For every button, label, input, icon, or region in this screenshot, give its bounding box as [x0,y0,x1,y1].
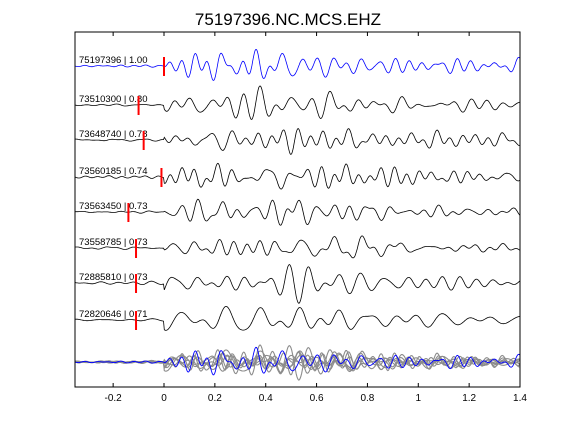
x-tick-label: 0.8 [360,393,374,404]
trace-label-73510300: 73510300 | 0.80 [79,94,148,105]
trace-line-72885810 [74,263,520,304]
trace-label-72885810: 72885810 | 0.73 [79,272,148,283]
trace-label-73560185: 73560185 | 0.74 [79,166,148,177]
trace-label-73558785: 73558785 | 0.73 [79,237,148,248]
x-tick-label: 1.2 [462,393,476,404]
x-axis: -0.2 0 0.2 0.4 0.6 0.8 1 1.2 1.4 [105,32,527,404]
trace-label-75197396: 75197396 | 1.00 [79,55,148,66]
x-tick-label: 0.6 [310,393,324,404]
trace-line-73563450 [74,198,521,226]
plot-frame [74,31,521,388]
chart-title: 75197396.NC.MCS.EHZ [195,10,381,29]
x-tick-label: 1 [416,393,422,404]
trace-label-73563450: 73563450 | 0.73 [79,201,148,212]
trace-line-72820646 [74,305,520,331]
x-tick-label: 0.2 [208,393,222,404]
x-tick-label: -0.2 [105,393,123,404]
x-tick-label: 0.4 [259,393,273,404]
trace-line-73560185 [74,162,520,190]
trace-label-72820646: 72820646 | 0.71 [79,309,148,320]
stack-reference-trace [74,346,520,376]
trace-line-75197396 [74,48,520,81]
trace-line-73558785 [74,235,520,259]
trace-line-73510300 [74,85,520,120]
x-tick-label: 0 [161,393,167,404]
trace-line-73648740 [74,128,520,156]
stack-trace-72820646 [74,349,520,372]
stack-trace-73510300 [74,344,520,376]
x-tick-label: 1.4 [513,393,527,404]
traces-group: 75197396 | 1.00 73510300 | 0.80 73648740 |… [74,48,521,381]
trace-label-73648740: 73648740 | 0.78 [79,129,148,140]
